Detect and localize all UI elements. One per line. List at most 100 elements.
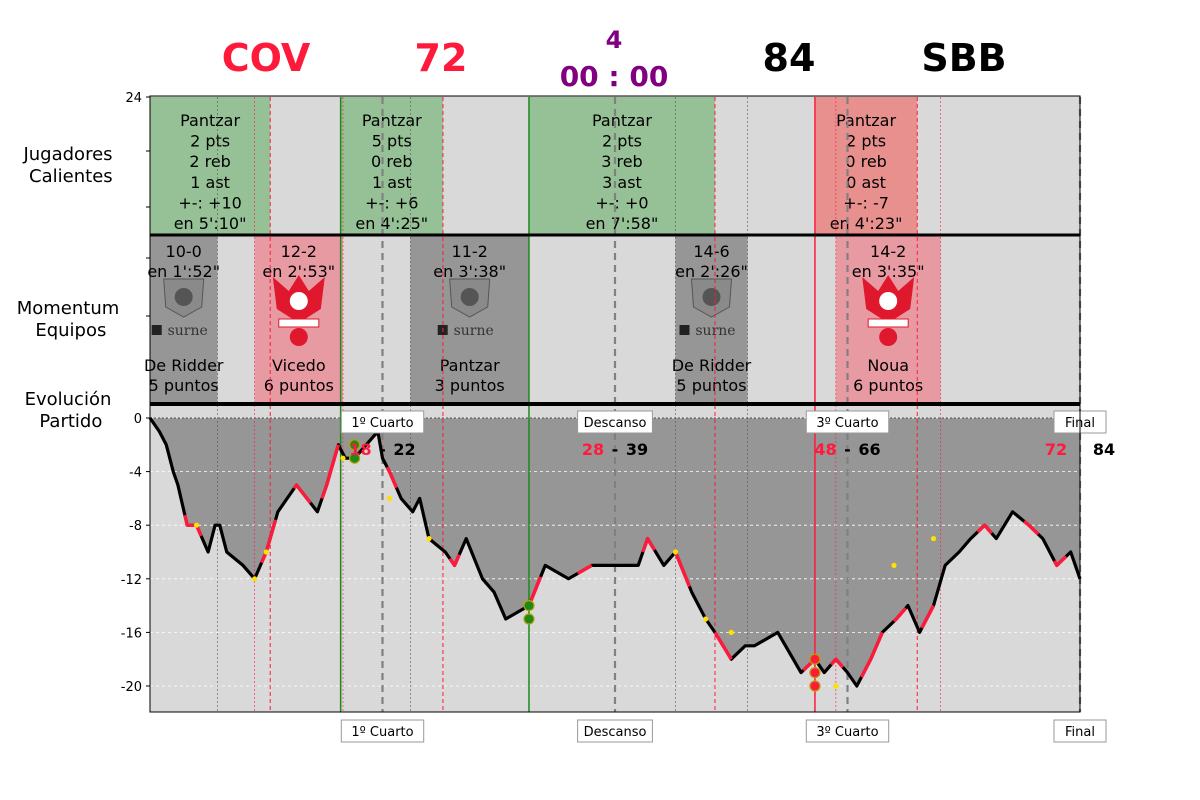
row-labels: Jugadores Calientes Momentum Equipos Evo… bbox=[17, 144, 120, 432]
event-star bbox=[672, 549, 679, 555]
period-away-score: 39 bbox=[626, 440, 648, 459]
home-scoring-segment bbox=[183, 514, 203, 537]
hot-player-line: en 5':10" bbox=[174, 214, 247, 233]
home-scoring-segment bbox=[673, 551, 691, 588]
momentum-text: 14-2 bbox=[870, 242, 906, 261]
hot-player-line: +-: +6 bbox=[365, 193, 418, 212]
momentum-text: en 2':26" bbox=[675, 262, 748, 281]
momentum-text: 6 puntos bbox=[264, 376, 334, 395]
event-star bbox=[426, 536, 432, 542]
home-team-name: COV bbox=[222, 36, 311, 80]
home-scoring-segment bbox=[829, 657, 845, 669]
surne-mark-icon bbox=[679, 325, 690, 335]
period-dot bbox=[809, 653, 821, 665]
hot-player-line: 0 reb bbox=[371, 152, 413, 171]
event-star bbox=[263, 549, 269, 555]
period-dot bbox=[809, 680, 821, 692]
score-diff-line bbox=[148, 417, 1082, 688]
period-label: 3º Cuarto bbox=[816, 416, 878, 431]
period-home-score: 72 bbox=[1045, 440, 1067, 459]
momentum-text: Pantzar bbox=[440, 356, 500, 375]
period-label-box bbox=[1053, 719, 1107, 743]
hot-player-line: en 4':23" bbox=[830, 214, 903, 233]
score-separator: - bbox=[612, 440, 619, 459]
period-away-score: 22 bbox=[393, 440, 415, 459]
hot-player-box bbox=[150, 97, 271, 235]
logo-banner bbox=[867, 318, 909, 328]
bilbao-basket-surne-logo: surne bbox=[679, 278, 736, 339]
event-star bbox=[703, 616, 709, 622]
momentum-text: en 3':38" bbox=[433, 262, 506, 281]
scoreboard-header: COV 72 4 00 : 00 84 SBB bbox=[222, 26, 1007, 93]
hot-player-line: Pantzar bbox=[836, 111, 896, 130]
event-star bbox=[340, 455, 346, 461]
momentum-text: Vicedo bbox=[272, 356, 326, 375]
period-label-box bbox=[577, 719, 653, 743]
period-label-box bbox=[805, 719, 890, 743]
plot-frame bbox=[149, 95, 1081, 713]
home-scoring-segment bbox=[859, 631, 884, 678]
period-label: 1º Cuarto bbox=[351, 725, 413, 740]
period-dot bbox=[349, 439, 361, 451]
period-label: 3º Cuarto bbox=[816, 725, 878, 740]
period-home-score: 18 bbox=[349, 440, 371, 459]
hot-player-line: 5 pts bbox=[372, 132, 412, 151]
bilbao-basket-surne-logo: surne bbox=[437, 278, 494, 339]
period-dot bbox=[809, 666, 821, 679]
ball-icon bbox=[460, 288, 479, 306]
event-star bbox=[386, 495, 393, 501]
y-axis-ticks: 24 0 -4 -8 -12 -16 -20 bbox=[121, 91, 150, 695]
momentum-box bbox=[675, 236, 748, 403]
basketball-icon bbox=[289, 328, 308, 346]
hot-player-line: 2 reb bbox=[189, 152, 231, 171]
momentum-box bbox=[150, 236, 218, 403]
game-clock: 00 : 00 bbox=[560, 60, 669, 93]
hot-player-line: 1 ast bbox=[372, 173, 412, 192]
away-team-name: SBB bbox=[921, 36, 1006, 80]
hot-player-line: 3 ast bbox=[602, 173, 642, 192]
home-scoring-segment bbox=[920, 604, 936, 629]
y-tick-label: -20 bbox=[121, 680, 142, 695]
momentum-text: en 3':35" bbox=[852, 262, 925, 281]
home-scoring-segment bbox=[892, 607, 907, 623]
home-scoring-segment bbox=[976, 523, 993, 535]
away-team-score: 84 bbox=[763, 36, 816, 80]
hot-player-line: Pantzar bbox=[180, 111, 240, 130]
hot-player-line: +-: +10 bbox=[178, 193, 241, 212]
home-scoring-segment bbox=[713, 631, 733, 661]
period-dot bbox=[349, 452, 361, 464]
y-tick-label: -8 bbox=[129, 519, 142, 534]
ball-icon bbox=[702, 288, 721, 306]
surne-wordmark: surne bbox=[695, 323, 735, 339]
momentum-text: 12-2 bbox=[281, 242, 317, 261]
home-scoring-segment bbox=[576, 563, 593, 575]
period-label: Descanso bbox=[584, 725, 647, 740]
home-scoring-segment bbox=[292, 483, 312, 504]
period-label: 1º Cuarto bbox=[351, 416, 413, 431]
quarter-number: 4 bbox=[606, 26, 623, 54]
hot-player-line: en 7':58" bbox=[586, 214, 659, 233]
basketball-icon bbox=[879, 328, 898, 346]
period-away-score: 66 bbox=[858, 440, 880, 459]
hot-player-line: 1 ast bbox=[190, 173, 230, 192]
hot-players-row-label: Jugadores Calientes bbox=[22, 144, 112, 187]
period-label-box bbox=[340, 719, 425, 743]
period-label-box bbox=[805, 410, 890, 434]
hot-player-line: +-: +0 bbox=[595, 193, 648, 212]
momentum-text: 5 puntos bbox=[676, 376, 746, 395]
surne-wordmark: surne bbox=[454, 323, 494, 339]
score-separator: - bbox=[379, 440, 386, 459]
hot-player-line: 2 pts bbox=[190, 132, 230, 151]
score-separator: - bbox=[844, 440, 851, 459]
hot-player-box bbox=[340, 97, 443, 235]
home-scoring-segment bbox=[320, 444, 340, 499]
momentum-box bbox=[410, 236, 529, 403]
momentum-text: 6 puntos bbox=[853, 376, 923, 395]
momentum-text: De Ridder bbox=[672, 356, 752, 375]
hot-player-line: 0 ast bbox=[846, 173, 886, 192]
momentum-row-label: Momentum Equipos bbox=[17, 298, 120, 341]
momentum-text: en 2':53" bbox=[262, 262, 335, 281]
momentum-text: 11-2 bbox=[452, 242, 488, 261]
momentum-text: Noua bbox=[867, 356, 909, 375]
